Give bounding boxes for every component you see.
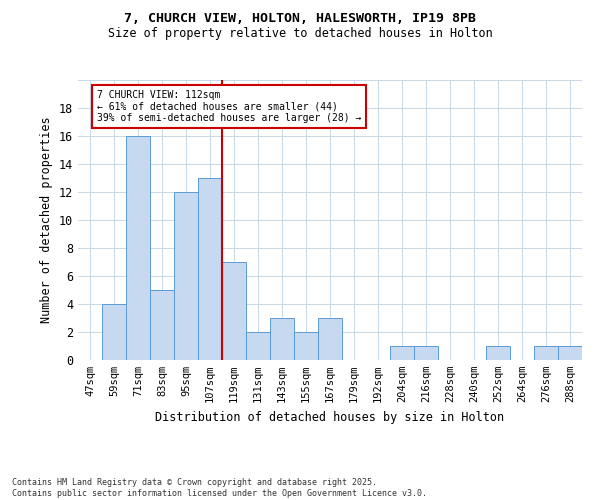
Y-axis label: Number of detached properties: Number of detached properties bbox=[40, 116, 53, 324]
Bar bbox=[174, 192, 198, 360]
Bar bbox=[486, 346, 510, 360]
Text: Contains HM Land Registry data © Crown copyright and database right 2025.
Contai: Contains HM Land Registry data © Crown c… bbox=[12, 478, 427, 498]
Bar bbox=[414, 346, 438, 360]
Bar bbox=[246, 332, 270, 360]
Bar bbox=[558, 346, 582, 360]
Text: 7, CHURCH VIEW, HOLTON, HALESWORTH, IP19 8PB: 7, CHURCH VIEW, HOLTON, HALESWORTH, IP19… bbox=[124, 12, 476, 26]
Bar bbox=[126, 136, 150, 360]
Bar bbox=[294, 332, 318, 360]
Bar bbox=[150, 290, 174, 360]
Bar bbox=[270, 318, 294, 360]
Bar bbox=[534, 346, 558, 360]
Bar bbox=[198, 178, 222, 360]
X-axis label: Distribution of detached houses by size in Holton: Distribution of detached houses by size … bbox=[155, 410, 505, 424]
Bar bbox=[390, 346, 414, 360]
Bar bbox=[222, 262, 246, 360]
Text: Size of property relative to detached houses in Holton: Size of property relative to detached ho… bbox=[107, 28, 493, 40]
Bar bbox=[318, 318, 342, 360]
Text: 7 CHURCH VIEW: 112sqm
← 61% of detached houses are smaller (44)
39% of semi-deta: 7 CHURCH VIEW: 112sqm ← 61% of detached … bbox=[97, 90, 362, 123]
Bar bbox=[102, 304, 126, 360]
